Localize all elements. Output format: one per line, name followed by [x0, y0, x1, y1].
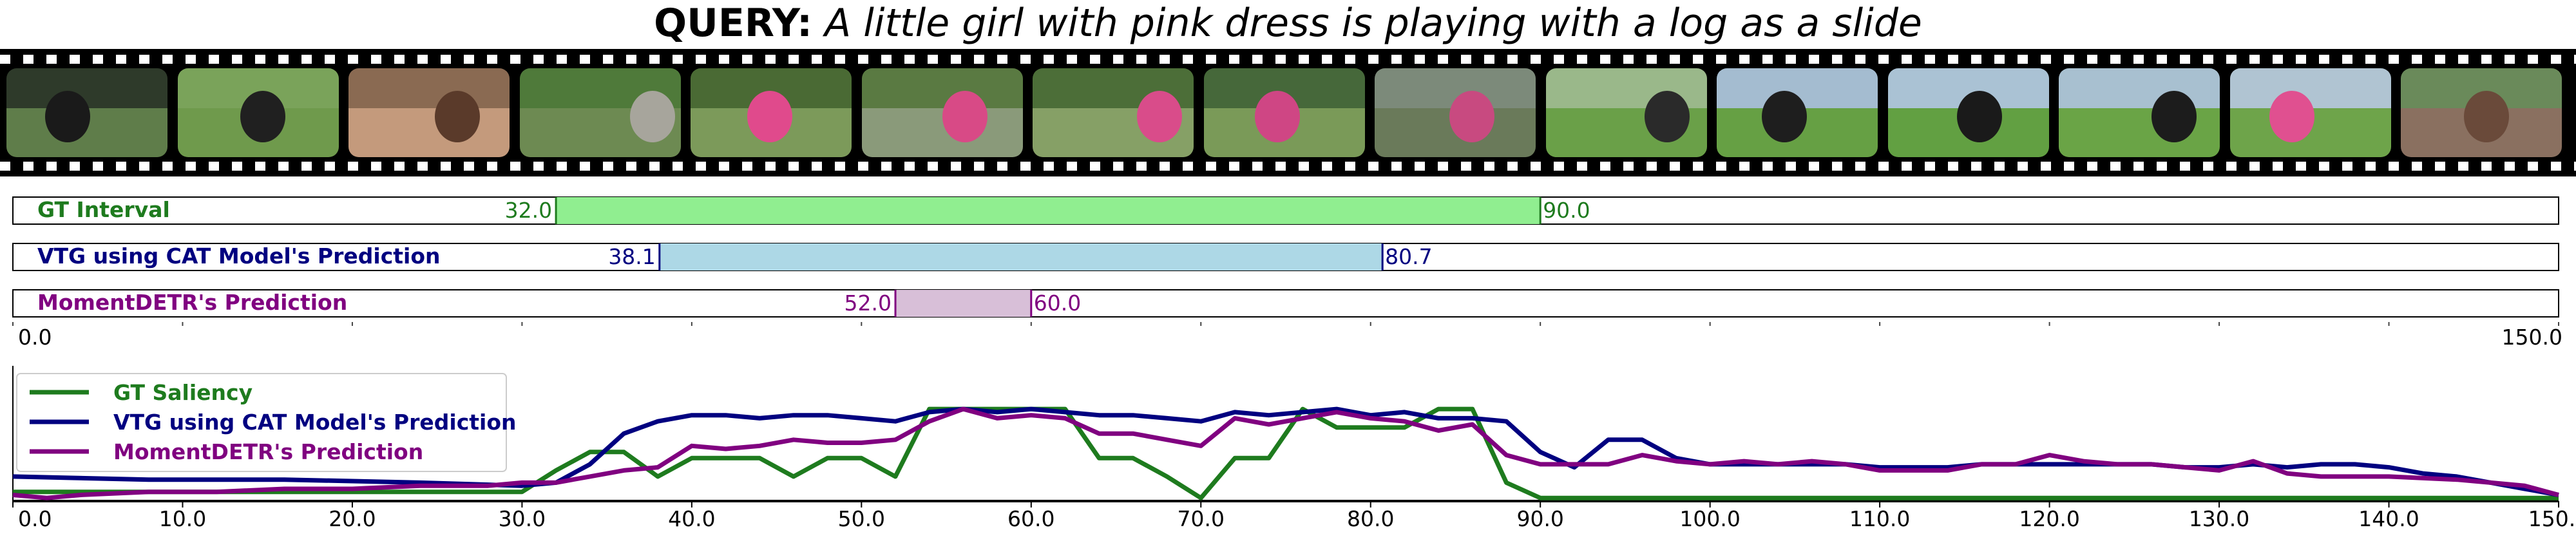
- frame-subject: [1137, 91, 1182, 142]
- frame-13: [2059, 68, 2220, 157]
- frame-background: [861, 68, 1023, 109]
- x-tick-label: 120.0: [2019, 506, 2079, 531]
- query-label: QUERY:: [654, 1, 813, 46]
- x-tick-label: 140.0: [2358, 506, 2419, 531]
- interval-row-label: VTG using CAT Model's Prediction: [37, 243, 441, 269]
- frame-subject: [942, 91, 987, 142]
- frame-subject: [2464, 91, 2509, 142]
- frame-background: [2059, 68, 2220, 109]
- frame-3: [348, 68, 510, 157]
- legend: GT Saliency VTG using CAT Model's Predict…: [16, 373, 517, 472]
- frame-subject: [629, 91, 675, 142]
- video-filmstrip: [0, 49, 2576, 176]
- frame-subject: [45, 91, 90, 142]
- frame-subject: [1449, 91, 1494, 142]
- interval-row-frame: [12, 289, 2559, 318]
- frame-7: [1033, 68, 1194, 157]
- frame-subject: [1762, 91, 1807, 142]
- x-tick-label: 0.0: [18, 506, 52, 531]
- interval-end-label: 60.0: [1034, 290, 1081, 316]
- x-tick-label: 100.0: [1679, 506, 1740, 531]
- x-tick-label: 130.0: [2189, 506, 2249, 531]
- interval-axis-min: 0.0: [18, 325, 52, 350]
- x-tick-label: 20.0: [329, 506, 376, 531]
- frame-subject: [2151, 91, 2197, 142]
- interval-start-label: 52.0: [844, 290, 892, 316]
- frame-15: [2401, 68, 2562, 157]
- frame-4: [519, 68, 681, 157]
- interval-start-label: 38.1: [608, 244, 655, 269]
- query-title: QUERY: A little girl with pink dress is …: [0, 0, 2576, 46]
- legend-entry: GT Saliency: [113, 380, 253, 405]
- frame-9: [1375, 68, 1536, 157]
- x-tick-label: 80.0: [1347, 506, 1394, 531]
- frame-2: [177, 68, 339, 157]
- frame-subject: [1644, 91, 1690, 142]
- legend-box: [16, 373, 507, 472]
- x-tick-label: 70.0: [1178, 506, 1225, 531]
- film-perforations-top: [0, 55, 2576, 64]
- frame-14: [2229, 68, 2391, 157]
- frame-subject: [747, 91, 792, 142]
- interval-bar: [556, 197, 1541, 224]
- legend-entry: MomentDETR's Prediction: [113, 439, 423, 464]
- frame-1: [6, 68, 167, 157]
- interval-end-label: 80.7: [1385, 244, 1432, 269]
- x-tick-label: 90.0: [1516, 506, 1563, 531]
- frame-background: [6, 68, 167, 109]
- query-text: A little girl with pink dress is playing…: [825, 1, 1922, 46]
- frame-subject: [1956, 91, 2002, 142]
- interval-end-label: 90.0: [1543, 198, 1590, 223]
- frame-6: [861, 68, 1023, 157]
- frame-8: [1203, 68, 1365, 157]
- frame-12: [1887, 68, 2049, 157]
- frame-11: [1717, 68, 1878, 157]
- interval-start-label: 32.0: [505, 198, 552, 223]
- frame-ground: [348, 108, 510, 157]
- saliency-line-chart: 0.0 10.0 20.0 30.0 40.0 50.0 60.0 70.0 80.0 90.0 1…: [12, 322, 2576, 531]
- x-tick-label: 150.0: [2528, 506, 2576, 531]
- frame-background: [348, 68, 510, 109]
- series-line-3: [12, 406, 2559, 500]
- film-perforations-bottom: [0, 162, 2576, 171]
- interval-row-label: MomentDETR's Prediction: [37, 290, 347, 315]
- interval-bar: [659, 243, 1383, 270]
- x-tick-label: 30.0: [499, 506, 546, 531]
- interval-axis-max: 150.0: [2502, 325, 2562, 350]
- frame-10: [1545, 68, 1707, 157]
- interval-chart: GT Interval 32.0 90.0 VTG using CAT Model's…: [12, 196, 2562, 350]
- frame-subject: [2269, 91, 2314, 142]
- frame-subject: [1254, 91, 1300, 142]
- frame-5: [691, 68, 852, 157]
- legend-entry: VTG using CAT Model's Prediction: [113, 410, 517, 435]
- interval-bar: [895, 290, 1031, 317]
- x-tick-label: 50.0: [838, 506, 885, 531]
- x-tick-label: 10.0: [159, 506, 206, 531]
- frame-subject: [435, 91, 480, 142]
- x-tick-label: 60.0: [1007, 506, 1054, 531]
- x-tick-label: 110.0: [1849, 506, 1910, 531]
- interval-row-label: GT Interval: [37, 197, 170, 222]
- x-tick-label: 40.0: [668, 506, 715, 531]
- frame-subject: [240, 91, 285, 142]
